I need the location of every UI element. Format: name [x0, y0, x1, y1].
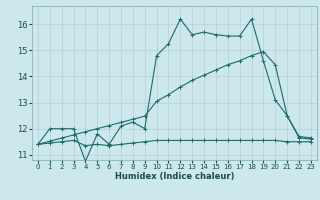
X-axis label: Humidex (Indice chaleur): Humidex (Indice chaleur): [115, 172, 234, 181]
